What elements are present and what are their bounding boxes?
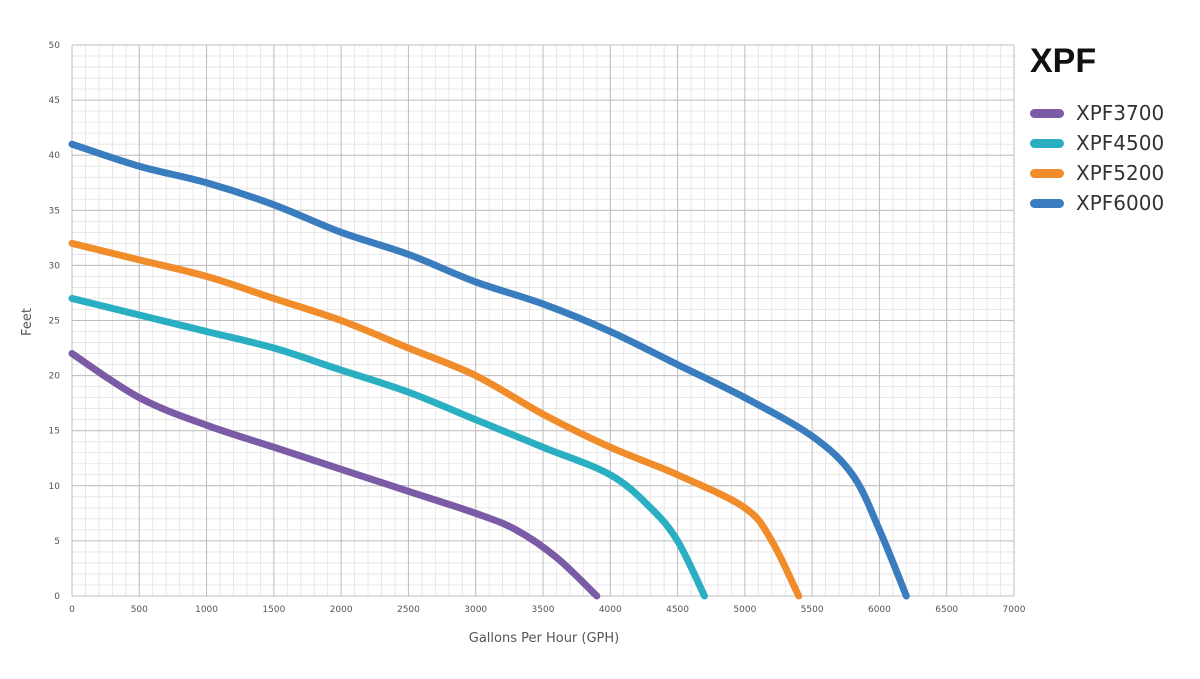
x-tick-label: 2000 [330,605,353,615]
y-tick-label: 45 [49,96,60,106]
legend-item-xpf4500: XPF4500 [1030,128,1164,158]
legend-item-xpf3700: XPF3700 [1030,98,1164,128]
y-axis-title: Feet [20,308,35,336]
series-line-xpf5200 [68,239,803,600]
chart-title: XPF [1030,42,1097,80]
legend-label: XPF4500 [1076,131,1165,155]
series-line-xpf6000 [68,140,910,600]
x-tick-labels: 0 500 1000 1500 2000 2500 3000 3500 4000 4500 5000… [69,605,1026,615]
x-tick-label: 500 [131,605,148,615]
legend-label: XPF5200 [1076,161,1165,185]
y-tick-label: 10 [49,482,61,492]
x-tick-label: 3000 [464,605,487,615]
legend-swatch [1030,168,1064,178]
x-tick-label: 0 [69,605,75,615]
series-line-xpf3700 [68,350,601,600]
legend-label: XPF3700 [1076,101,1165,125]
x-tick-label: 5000 [733,605,756,615]
y-tick-labels: 0 5 10 15 20 25 30 35 40 45 50 [49,41,61,602]
series-lines [68,140,910,600]
x-tick-label: 6000 [868,605,891,615]
x-tick-label: 7000 [1003,605,1026,615]
x-tick-label: 1000 [195,605,218,615]
y-tick-label: 30 [49,261,61,271]
legend-item-xpf6000: XPF6000 [1030,188,1164,218]
legend-swatch [1030,138,1064,148]
legend-swatch [1030,108,1064,118]
x-axis-title: Gallons Per Hour (GPH) [469,631,620,646]
legend-swatch [1030,198,1064,208]
x-tick-label: 6500 [935,605,958,615]
y-tick-label: 20 [49,372,61,382]
y-tick-label: 35 [49,206,60,216]
legend: XPF XPF3700 XPF4500 XPF5200 XPF6000 [1030,42,1164,218]
y-tick-label: 40 [49,151,61,161]
y-tick-label: 50 [49,41,61,51]
grid-major [71,44,1015,597]
y-tick-label: 0 [54,592,60,602]
x-tick-label: 2500 [397,605,420,615]
legend-items: XPF3700 XPF4500 XPF5200 XPF6000 [1030,98,1164,218]
series-line-xpf4500 [68,294,708,600]
legend-item-xpf5200: XPF5200 [1030,158,1164,188]
y-tick-label: 15 [49,427,60,437]
legend-label: XPF6000 [1076,191,1165,215]
y-tick-label: 5 [54,537,60,547]
y-tick-label: 25 [49,317,60,327]
x-tick-label: 1500 [262,605,285,615]
x-tick-label: 5500 [801,605,824,615]
x-tick-label: 4000 [599,605,622,615]
x-tick-label: 4500 [666,605,689,615]
x-tick-label: 3500 [532,605,555,615]
